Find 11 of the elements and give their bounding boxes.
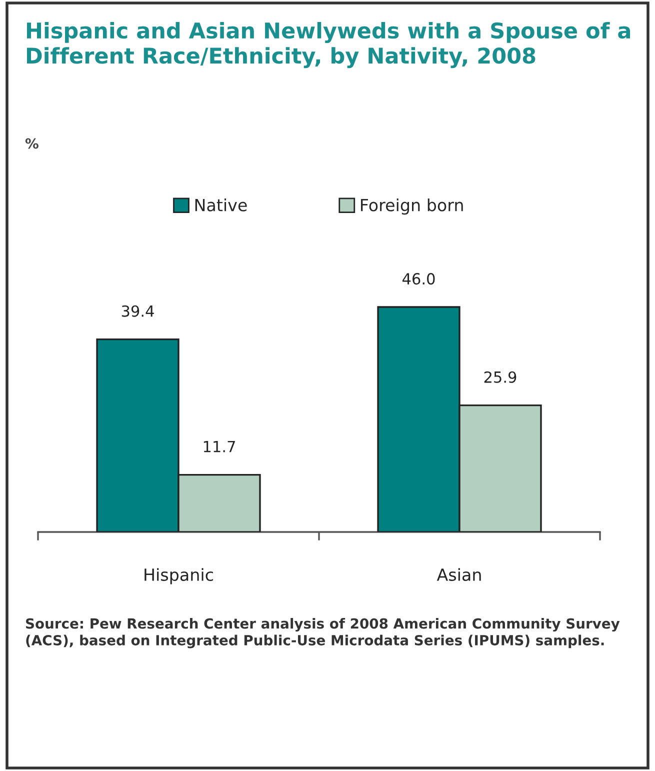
source-note: Source: Pew Research Center analysis of 2008 American Community Survey (ACS), based on Integrated Public-Use Microdata Series (IPUMS) samples. <box>26 618 620 648</box>
x-tick-label: Asian <box>436 568 481 582</box>
legend-label: Foreign born <box>361 198 463 215</box>
chart-subtitle: % <box>25 138 38 149</box>
data-label: 11.7 <box>204 441 235 452</box>
legend-label: Native <box>195 198 247 212</box>
data-label: 39.4 <box>122 305 154 317</box>
data-label: 46.0 <box>402 273 435 285</box>
data-label: 25.9 <box>484 371 516 383</box>
chart-title: Hispanic and Asian Newlyweds with a Spouse of a Different Race/Ethnicity, by Nativity, 2008 <box>26 22 630 68</box>
x-tick-label: Hispanic <box>144 568 213 584</box>
